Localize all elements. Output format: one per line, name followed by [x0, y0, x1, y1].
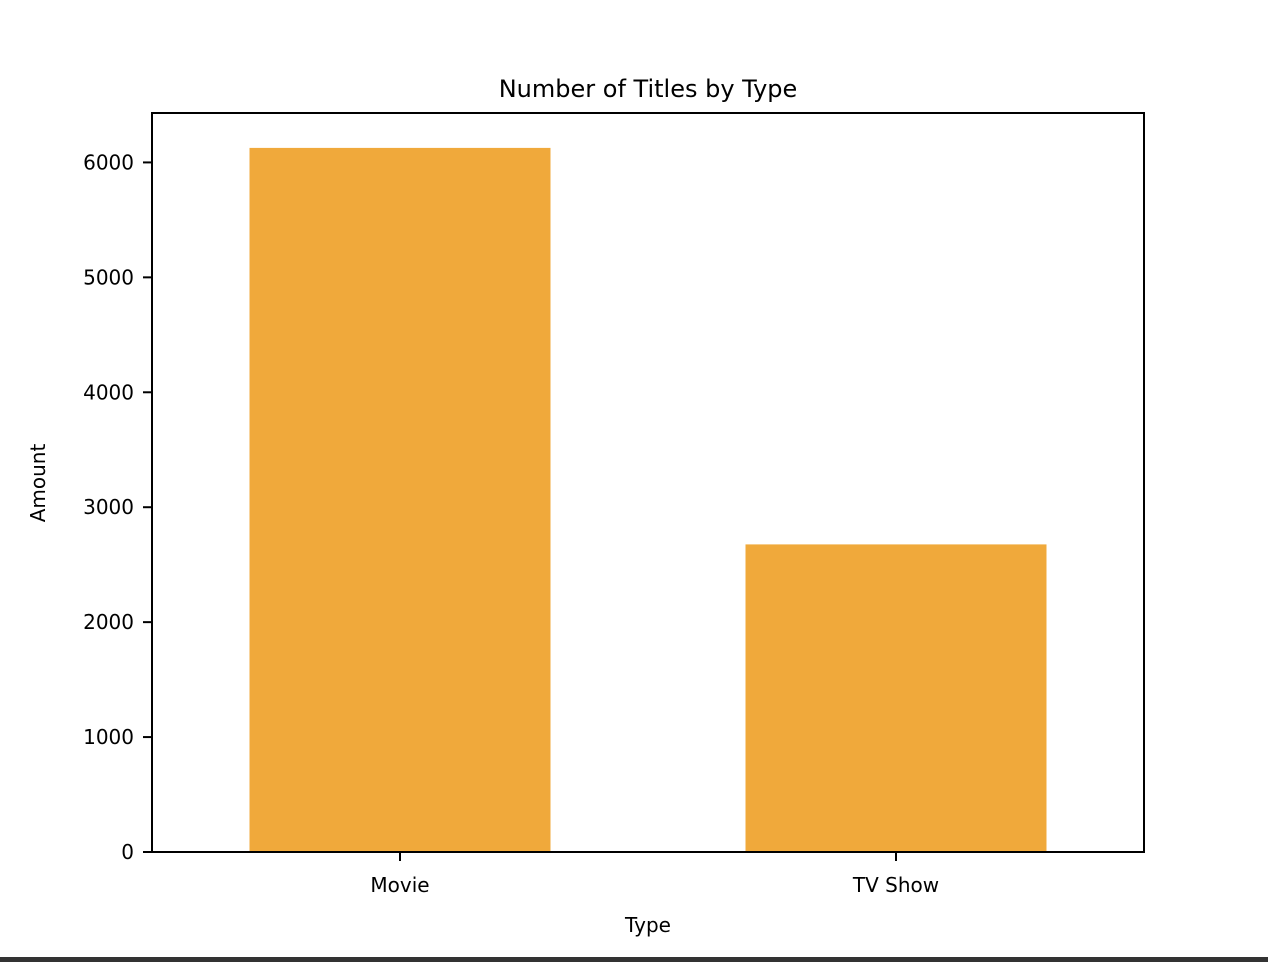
y-tick-label: 3000 — [83, 495, 134, 519]
y-tick-label: 5000 — [83, 265, 134, 289]
y-tick-label: 0 — [121, 840, 134, 864]
x-tick-label: Movie — [370, 873, 429, 897]
chart-title: Number of Titles by Type — [499, 75, 798, 103]
y-tick-label: 6000 — [83, 150, 134, 174]
y-tick-label: 4000 — [83, 380, 134, 404]
y-tick-label: 2000 — [83, 610, 134, 634]
bar-tv-show — [745, 544, 1047, 852]
y-tick-label: 1000 — [83, 725, 134, 749]
bar-movie — [249, 147, 551, 852]
plot-frame — [151, 112, 1145, 853]
bars-group — [249, 147, 1047, 852]
x-axis-label: Type — [624, 913, 671, 937]
x-axis-ticks: Movie TV Show — [370, 852, 939, 897]
x-tick-label: TV Show — [852, 873, 939, 897]
y-axis-ticks: 0 1000 2000 3000 4000 5000 6000 — [83, 150, 152, 864]
window-bottom-border — [0, 957, 1268, 962]
y-axis-label: Amount — [26, 444, 50, 523]
